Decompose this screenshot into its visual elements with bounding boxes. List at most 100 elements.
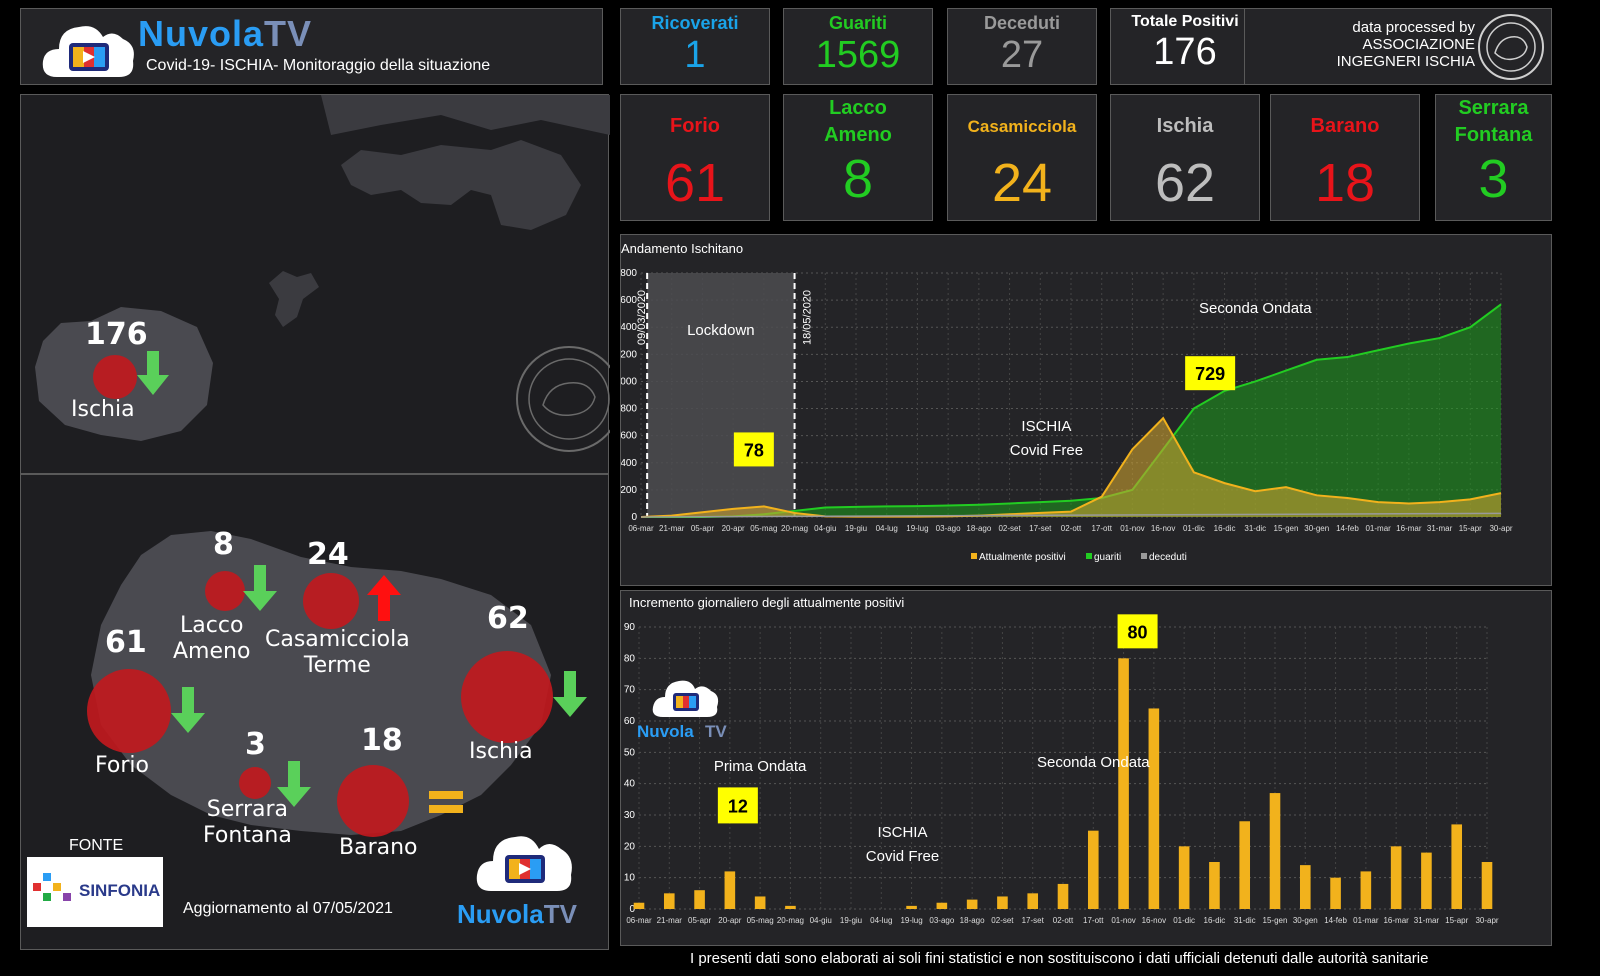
town-tile: Forio 61	[620, 94, 770, 221]
x-tick-label: 14-feb	[1336, 524, 1359, 533]
header-panel: NuvolaTV Covid-19- ISCHIA- Monitoraggio …	[20, 8, 603, 85]
update-date: Aggiornamento al 07/05/2021	[183, 900, 393, 917]
x-tick-label: 01-nov	[1120, 524, 1144, 533]
x-tick-label: 20-mag	[781, 524, 808, 533]
town-map-label: Forio	[95, 753, 149, 778]
bar	[754, 896, 766, 909]
x-tick-label: 01-nov	[1111, 916, 1135, 925]
y-tick-label: 1800	[621, 268, 637, 279]
bar	[1209, 862, 1220, 909]
x-tick-label: 01-mar	[1353, 916, 1379, 925]
cloud-tv-logo-icon	[42, 26, 134, 77]
legend-swatch	[971, 553, 977, 559]
credit-line-2: ASSOCIAZIONE	[1362, 36, 1475, 53]
bottom-logo-tv: TV	[543, 899, 577, 929]
overview-map-panel: 176 Ischia	[20, 94, 610, 474]
arrow-down-icon	[171, 687, 205, 733]
x-tick-label: 04-lug	[870, 916, 892, 925]
stat-label: Ricoverati	[651, 13, 739, 33]
bar	[906, 905, 917, 909]
overview-total-value: 176	[85, 317, 148, 352]
bar	[966, 899, 978, 909]
x-tick-label: 02-set	[991, 916, 1014, 925]
town-label: Ischia	[1156, 114, 1214, 137]
town-map-label: Serrara Fontana	[203, 797, 292, 848]
arrow-down-icon	[277, 761, 311, 807]
x-tick-label: 31-mar	[1427, 524, 1453, 533]
y-tick-label: 70	[624, 685, 636, 696]
x-tick-label: 30-gen	[1293, 916, 1318, 925]
town-value: 3	[1478, 149, 1509, 209]
x-tick-label: 01-dic	[1173, 916, 1195, 925]
town-map-number: 24	[307, 537, 349, 572]
town-map-label: Ischia	[469, 739, 533, 764]
town-map-label: Barano	[339, 835, 418, 860]
x-tick-label: 20-apr	[722, 524, 745, 533]
x-tick-label: 31-dic	[1244, 524, 1266, 533]
fonte-label: FONTE	[69, 837, 124, 854]
arrow-down-icon	[553, 671, 587, 717]
y-tick-label: 1400	[621, 322, 637, 333]
stat-value: 176	[1153, 31, 1217, 73]
town-circle	[87, 669, 171, 753]
x-tick-label: 17-ott	[1091, 524, 1112, 533]
x-tick-label: 01-dic	[1183, 524, 1205, 533]
town-circle	[239, 767, 271, 799]
equal-sign-icon	[429, 791, 463, 813]
town-label: Lacco Ameno	[824, 97, 892, 146]
bar	[1360, 871, 1372, 909]
small-logo-text-tv: TV	[705, 722, 727, 741]
y-tick-label: 40	[624, 779, 636, 790]
bar	[1178, 846, 1190, 909]
annotation-ischia: ISCHIA	[877, 824, 927, 841]
x-tick-label: 18-ago	[960, 916, 985, 925]
data-label-80: 80	[1128, 622, 1148, 642]
logo-text-tv: TV	[264, 13, 313, 54]
x-tick-label: 14-feb	[1324, 916, 1347, 925]
town-map-label: Casamicciola Terme	[265, 627, 410, 678]
disclaimer-note: I presenti dati sono elaborati ai soli f…	[690, 950, 1429, 967]
x-tick-label: 19-lug	[906, 524, 928, 533]
x-tick-label: 03-ago	[936, 524, 961, 533]
annotation-seconda-ondata: Seconda Ondata	[1037, 754, 1150, 771]
town-map-label: Lacco Ameno	[173, 613, 251, 664]
ischia-island-shape	[91, 531, 551, 835]
x-tick-label: 15-apr	[1459, 524, 1482, 533]
logo-text-nuvola: Nuvola	[138, 13, 265, 54]
series-line-deceduti	[640, 512, 1502, 518]
town-tile: Casamicciola 24	[947, 94, 1097, 221]
town-circle	[461, 651, 553, 743]
town-map-number: 18	[361, 723, 403, 758]
bar	[663, 893, 675, 909]
overview-town-label: Ischia	[71, 397, 135, 422]
town-tile: Barano 18	[1270, 94, 1420, 221]
town-value: 18	[1314, 153, 1376, 213]
bar	[1057, 883, 1069, 909]
x-tick-label: 18-ago	[966, 524, 991, 533]
bar	[1451, 824, 1463, 909]
legend-label: Attualmente positivi	[979, 552, 1066, 563]
y-tick-label: 30	[624, 810, 636, 821]
bar	[1027, 893, 1039, 909]
chart-andamento: Andamento Ischitano 0 200 400 600 800 1000 1200…	[615, 241, 1513, 563]
overview-ischia-circle	[93, 355, 137, 399]
legend-swatch	[1141, 553, 1147, 559]
y-tick-label: 800	[621, 404, 637, 415]
x-tick-label: 15-gen	[1274, 524, 1299, 533]
town-label: Casamicciola	[967, 116, 1077, 136]
y-tick-label: 1600	[621, 295, 637, 306]
bar	[1330, 877, 1341, 909]
stat-value: 27	[1000, 34, 1044, 76]
annotation-seconda-ondata: Seconda Ondata	[1199, 300, 1312, 317]
town-value: 8	[842, 149, 874, 209]
stat-tile: Guariti 1569	[783, 8, 933, 85]
y-tick-label: 600	[621, 431, 637, 442]
x-tick-label: 20-apr	[718, 916, 741, 925]
bar	[1299, 865, 1311, 909]
chart-title: Andamento Ischitano	[621, 241, 743, 256]
x-tick-label: 17-set	[1022, 916, 1045, 925]
x-tick-label: 04-giu	[810, 916, 832, 925]
y-tick-label: 20	[624, 841, 636, 852]
town-circle	[303, 573, 359, 629]
town-map-number: 62	[487, 601, 529, 636]
